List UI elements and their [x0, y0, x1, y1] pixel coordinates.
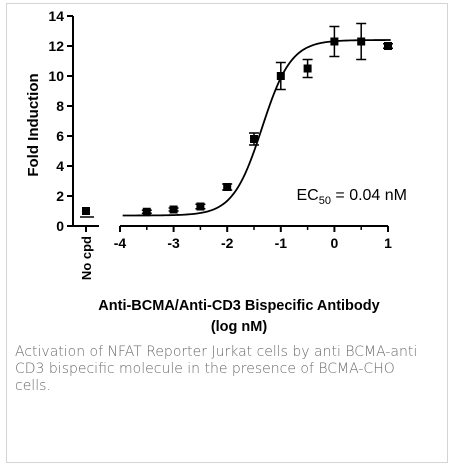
fit-curve [122, 39, 391, 217]
dose-response-chart: 0 2 4 6 8 10 12 14 Fold Induction No cpd -4 -3 -2 -1 0… [25, 8, 407, 335]
ec50-annotation: EC50 = 0.04 nM [296, 187, 407, 207]
control-tick-label: No cpd [79, 236, 94, 280]
x-tick-label: -2 [221, 235, 234, 251]
y-tick-label: 8 [56, 98, 64, 114]
y-tick-label: 12 [48, 38, 64, 54]
x-axis-label-line1: Anti-BCMA/Anti-CD3 Bispecific Antibody [98, 298, 379, 314]
data-point [384, 42, 392, 50]
y-tick-label: 14 [48, 8, 64, 24]
x-tick-label: -3 [167, 235, 180, 251]
y-tick-label: 4 [56, 158, 64, 174]
data-point [276, 72, 285, 80]
data-point [142, 207, 151, 216]
y-tick-label: 6 [56, 128, 64, 144]
data-point [169, 205, 178, 214]
figure-caption: Activation of NFAT Reporter Jurkat cells… [15, 344, 418, 394]
x-tick-label: 1 [384, 235, 392, 251]
control-data-point [82, 207, 90, 215]
x-tick-label: -4 [114, 235, 127, 251]
y-tick-label: 10 [48, 68, 64, 84]
figure-card: 0 2 4 6 8 10 12 14 Fold Induction No cpd -4 -3 -2 -1 0… [6, 3, 448, 463]
data-point [303, 64, 312, 73]
x-tick-label: 0 [331, 235, 339, 251]
y-tick-label: 2 [56, 188, 64, 204]
x-tick-label: -1 [275, 235, 288, 251]
y-tick-label: 0 [56, 218, 64, 234]
data-point [330, 37, 339, 46]
data-point [196, 202, 205, 211]
data-point [357, 37, 366, 46]
data-point [223, 183, 232, 191]
x-axis-label-line2: (log nM) [211, 319, 268, 335]
y-axis-label: Fold Induction [25, 73, 42, 176]
data-point [250, 135, 258, 143]
